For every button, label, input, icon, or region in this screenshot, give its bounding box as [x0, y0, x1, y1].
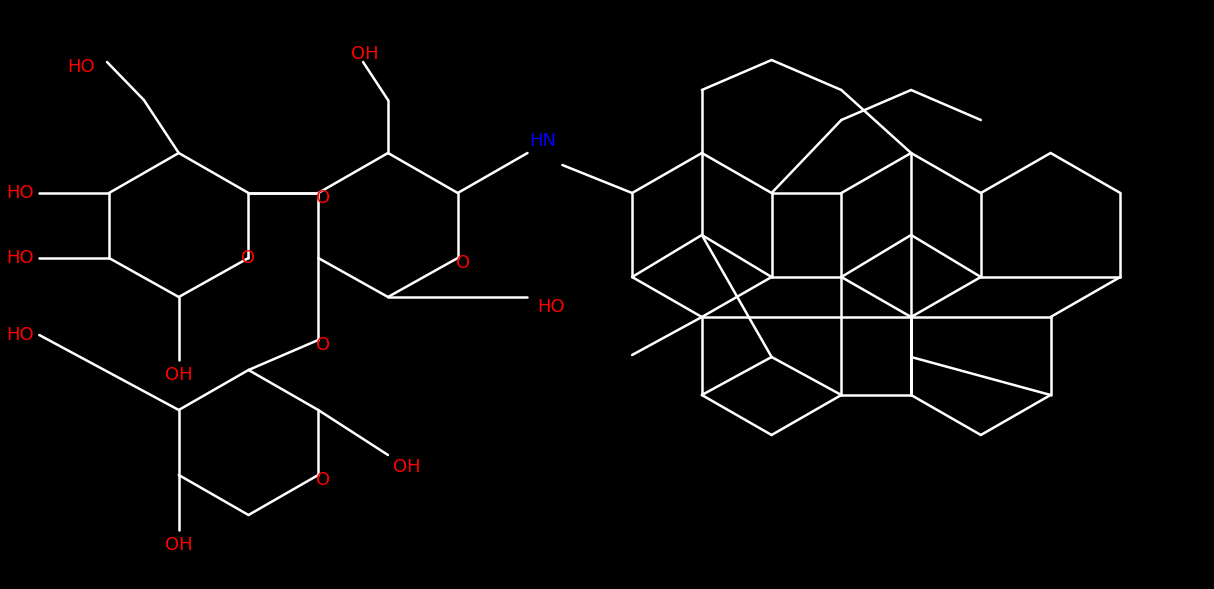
Text: O: O — [316, 189, 330, 207]
Text: OH: OH — [393, 458, 420, 476]
Text: HO: HO — [538, 298, 565, 316]
Text: HO: HO — [6, 249, 34, 267]
Text: OH: OH — [165, 366, 193, 384]
Text: OH: OH — [351, 45, 379, 63]
Text: O: O — [455, 254, 470, 272]
Text: HN: HN — [529, 132, 556, 150]
Text: OH: OH — [165, 536, 193, 554]
Text: O: O — [316, 471, 330, 489]
Text: O: O — [316, 336, 330, 354]
Text: HO: HO — [6, 184, 34, 202]
Text: HO: HO — [6, 326, 34, 344]
Text: O: O — [242, 249, 256, 267]
Text: HO: HO — [68, 58, 95, 76]
